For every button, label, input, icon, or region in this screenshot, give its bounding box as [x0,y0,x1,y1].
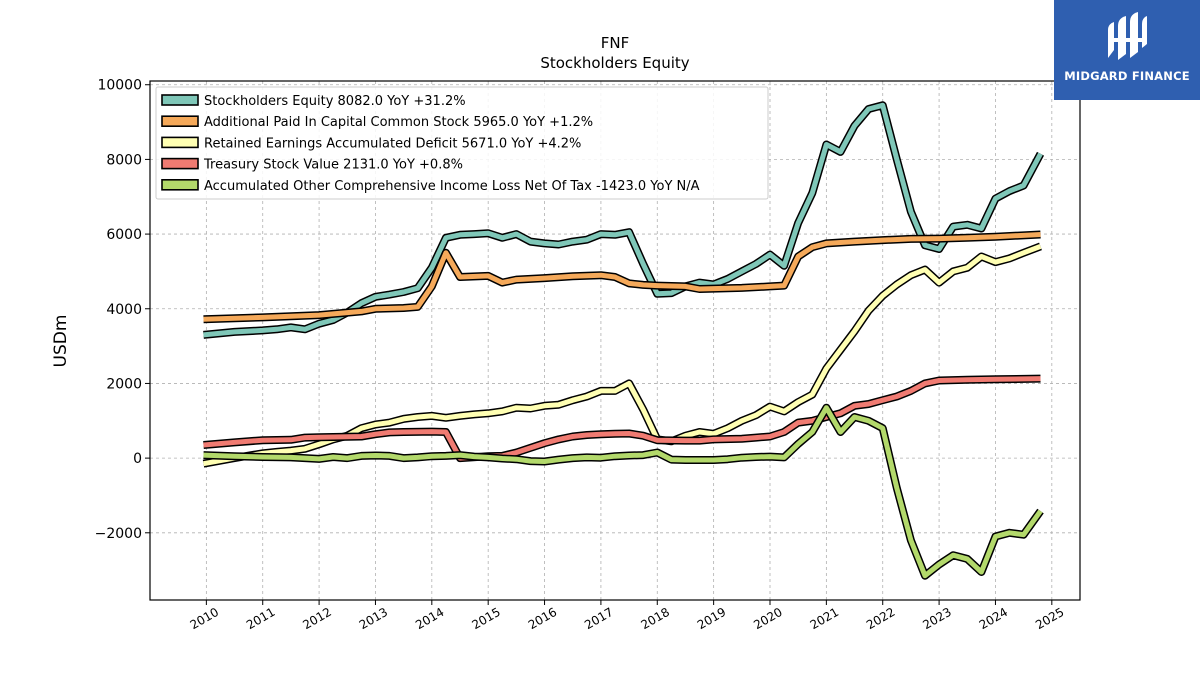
legend-label: Additional Paid In Capital Common Stock … [204,115,593,130]
y-tick-label: 8000 [106,152,142,168]
y-tick-label: 2000 [106,376,142,392]
y-tick-label: −2000 [95,526,142,542]
plot-area [149,80,1081,601]
legend-entry-2: Retained Earnings Accumulated Deficit 56… [161,136,581,151]
legend-label: Accumulated Other Comprehensive Income L… [204,179,700,194]
x-tick-label: 2016 [526,605,559,632]
legend-box [155,86,769,200]
series-line-3 [203,374,1041,463]
chart-title: FNF [601,34,629,52]
y-tick-label: 4000 [106,302,142,318]
x-tick-label: 2014 [413,605,446,632]
y-tick-label: 6000 [106,227,142,243]
x-tick-label: 2022 [864,605,897,632]
logo-text: MIDGARD FINANCE [1064,69,1190,83]
y-axis-label: USDm [51,315,71,368]
x-tick-label: 2011 [244,605,277,632]
x-tick-label: 2023 [920,605,953,632]
legend-entry-1: Additional Paid In Capital Common Stock … [161,115,593,130]
x-tick-label: 2019 [695,605,728,632]
x-tick-label: 2015 [469,605,502,632]
series-stroke [203,232,1041,322]
legend-entry-0: Stockholders Equity 8082.0 YoY +31.2% [161,94,466,109]
y-tick-label: 0 [133,451,142,467]
x-tick-label: 2013 [357,605,390,632]
series-line-2 [202,242,1042,468]
legend-swatch [161,179,199,191]
series-line-0 [203,101,1045,339]
series-stroke [203,102,1043,338]
legend-entry-3: Treasury Stock Value 2131.0 YoY +0.8% [161,157,463,173]
legend-entry-4: Accumulated Other Comprehensive Income L… [161,179,700,194]
series-stroke [203,244,1042,467]
legend-swatch [161,157,199,170]
x-tick-label: 2012 [300,605,333,632]
legend-swatch [161,94,199,106]
brand-logo: MIDGARD FINANCE [1054,0,1200,100]
series-line-4 [203,403,1044,580]
chart-subtitle: Stockholders Equity [540,54,689,72]
x-tick-label: 2021 [808,605,841,632]
x-tick-label: 2018 [639,605,672,632]
legend-label: Treasury Stock Value 2131.0 YoY +0.8% [203,158,463,173]
x-tick-label: 2010 [188,605,221,632]
x-tick-label: 2025 [1033,605,1066,632]
series-stroke [203,376,1041,461]
series-stroke [203,405,1043,579]
x-tick-label: 2017 [582,605,615,632]
x-tick-label: 2020 [751,605,784,632]
y-tick-label: 10000 [97,78,142,94]
series-lines [202,101,1045,580]
legend-swatch [161,136,199,149]
logo-mark-icon [1108,12,1147,60]
legend: Stockholders Equity 8082.0 YoY +31.2% Add… [155,86,769,200]
series-line-1 [203,230,1041,324]
x-tick-label: 2024 [977,605,1010,632]
legend-label: Retained Earnings Accumulated Deficit 56… [204,136,581,151]
legend-label: Stockholders Equity 8082.0 YoY +31.2% [204,94,466,109]
legend-swatch [161,115,199,127]
